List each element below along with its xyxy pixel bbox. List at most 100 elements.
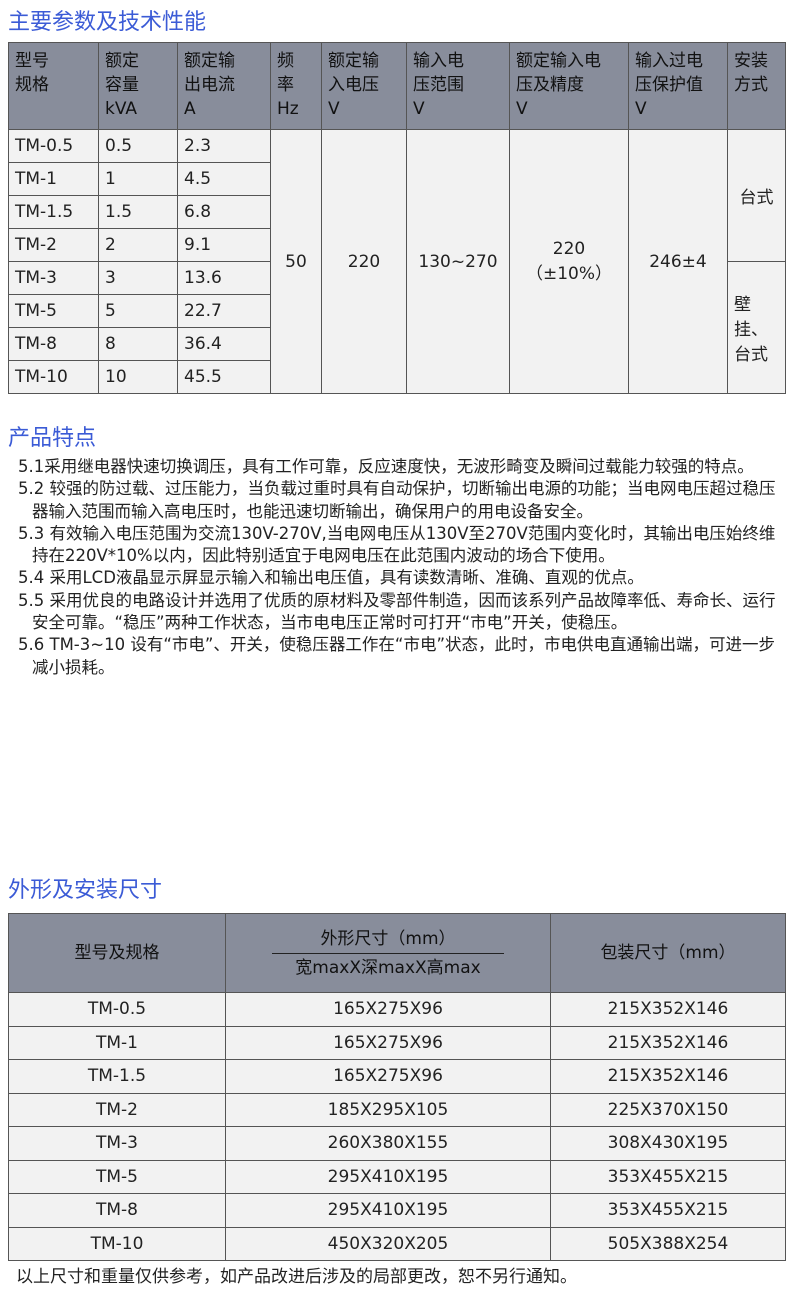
cell: TM-1: [8, 1025, 226, 1060]
cell: 260X380X155: [225, 1126, 551, 1161]
cell: TM-5: [8, 1159, 226, 1194]
table-row: TM-5 5 22.7: [8, 294, 786, 328]
table-row: TM-5 295X410X195 353X455X215: [8, 1159, 786, 1194]
table-row: TM-8 295X410X195 353X455X215: [8, 1193, 786, 1228]
dimensions-table: 型号及规格 外形尺寸（mm） 宽maxX深maxX高max 包装尺寸（mm） TM…: [8, 913, 786, 1261]
cell: TM-5: [8, 294, 99, 328]
feature-item: 5.5 采用优良的电路设计并选用了优质的原材料及零部件制造，因而该系列产品故障率…: [18, 590, 776, 633]
cell: 308X430X195: [550, 1126, 786, 1161]
cell: TM-0.5: [8, 992, 226, 1027]
cell: 215X352X146: [550, 1059, 786, 1094]
section-title-params: 主要参数及技术性能: [8, 10, 207, 35]
cell: 295X410X195: [225, 1193, 551, 1228]
cell: 185X295X105: [225, 1092, 551, 1127]
table-row: TM-0.5 0.5 2.3 50 220 130~270 220 （±10%） 246±4 台式: [8, 129, 786, 394]
section-title-features: 产品特点: [8, 426, 97, 451]
header-outline-top: 外形尺寸（mm）: [272, 927, 504, 954]
table-row: TM-1 1 4.5: [8, 162, 786, 196]
table-row: TM-3 260X380X155 308X430X195: [8, 1126, 786, 1161]
header-cell: 额定输 出电流 A: [177, 42, 271, 130]
cell: 0.5: [98, 129, 178, 163]
cell: 10: [98, 360, 178, 394]
feature-item: 5.3 有效输入电压范围为交流130V-270V,当电网电压从130V至270V…: [18, 523, 776, 566]
header-cell: 型号 规格: [8, 42, 99, 130]
cell: 45.5: [177, 360, 271, 394]
table-row: TM-3 3 13.6 壁挂、 台式: [8, 261, 786, 394]
header-cell: 安装 方式: [727, 42, 786, 130]
feature-item: 5.6 TM-3~10 设有“市电”、开关，使稳压器工作在“市电”状态，此时，市…: [18, 635, 776, 677]
cell: TM-1: [8, 162, 99, 196]
header-cell: 频 率 Hz: [270, 42, 322, 130]
table-row: TM-1.5 165X275X96 215X352X146: [8, 1059, 786, 1094]
features-list: 5.1采用继电器快速切换调压，具有工作可靠，反应速度快，无波形畸变及瞬间过载能力…: [8, 456, 778, 679]
cell: TM-3: [8, 261, 99, 295]
cell: 353X455X215: [550, 1159, 786, 1194]
feature-item: 5.2 较强的防过载、过压能力，当负载过重时具有自动保护，切断输出电源的功能；当…: [18, 479, 776, 521]
accuracy-value: 220: [552, 239, 586, 259]
frequency-cell: 50: [270, 129, 322, 394]
table-row: TM-0.5 165X275X96 215X352X146: [8, 992, 786, 1027]
table-row: TM-10 450X320X205 505X388X254: [8, 1226, 786, 1261]
table-row: TM-1.5 1.5 6.8: [8, 195, 786, 229]
header-outline: 外形尺寸（mm） 宽maxX深maxX高max: [225, 913, 551, 993]
cell: 353X455X215: [550, 1193, 786, 1228]
mount-cell-b: 壁挂、 台式: [727, 261, 786, 394]
cell: 165X275X96: [225, 992, 551, 1027]
header-cell: 输入电 压范围 V: [406, 42, 510, 130]
cell: 4.5: [177, 162, 271, 196]
cell: 22.7: [177, 294, 271, 328]
header-cell: 输入过电 压保护值 V: [628, 42, 728, 130]
cell: TM-1.5: [8, 195, 99, 229]
accuracy-tolerance: （±10%）: [525, 264, 613, 284]
cell: 1.5: [98, 195, 178, 229]
footnote: 以上尺寸和重量仅供参考，如产品改进后涉及的局部更改，恕不另行通知。: [16, 1267, 577, 1287]
cell: 2.3: [177, 129, 271, 163]
input-range-cell: 130~270: [406, 129, 510, 394]
header-cell: 额定输 入电压 V: [321, 42, 407, 130]
table-row: TM-2 185X295X105 225X370X150: [8, 1092, 786, 1127]
cell: 5: [98, 294, 178, 328]
mount-cell-a: 台式: [727, 129, 786, 262]
table-row: TM-2 2 9.1: [8, 228, 786, 262]
feature-item: 5.4 采用LCD液晶显示屏显示输入和输出电压值，具有读数清晰、准确、直观的优点…: [18, 568, 644, 588]
cell: 215X352X146: [550, 1025, 786, 1060]
cell: TM-8: [8, 327, 99, 361]
table-row: TM-10 10 45.5: [8, 360, 786, 394]
cell: 165X275X96: [225, 1059, 551, 1094]
cell: TM-0.5: [8, 129, 99, 163]
cell: 450X320X205: [225, 1226, 551, 1261]
cell: 2: [98, 228, 178, 262]
cell: TM-2: [8, 1092, 226, 1127]
header-model: 型号及规格: [8, 913, 226, 993]
cell: 165X275X96: [225, 1025, 551, 1060]
cell: TM-1.5: [8, 1059, 226, 1094]
cell: 13.6: [177, 261, 271, 295]
cell: 36.4: [177, 327, 271, 361]
cell: 9.1: [177, 228, 271, 262]
cell: 1: [98, 162, 178, 196]
cell: TM-2: [8, 228, 99, 262]
cell: TM-8: [8, 1193, 226, 1228]
cell: 295X410X195: [225, 1159, 551, 1194]
cell: 6.8: [177, 195, 271, 229]
table-row: TM-1 165X275X96 215X352X146: [8, 1025, 786, 1060]
cell: TM-10: [8, 1226, 226, 1261]
cell: TM-10: [8, 360, 99, 394]
cell: 215X352X146: [550, 992, 786, 1027]
cell: 225X370X150: [550, 1092, 786, 1127]
table-row: TM-8 8 36.4: [8, 327, 786, 361]
header-cell: 额定 容量 kVA: [98, 42, 178, 130]
cell: 8: [98, 327, 178, 361]
rated-input-cell: 220: [321, 129, 407, 394]
accuracy-cell: 220 （±10%）: [509, 129, 629, 394]
header-cell: 额定输入电 压及精度 V: [509, 42, 629, 130]
feature-item: 5.1采用继电器快速切换调压，具有工作可靠，反应速度快，无波形畸变及瞬间过载能力…: [18, 457, 754, 476]
header-package: 包装尺寸（mm）: [550, 913, 786, 993]
cell: TM-3: [8, 1126, 226, 1161]
cell: 505X388X254: [550, 1226, 786, 1261]
header-outline-bottom: 宽maxX深maxX高max: [295, 957, 481, 978]
cell: 3: [98, 261, 178, 295]
section-title-dimensions: 外形及安装尺寸: [8, 878, 163, 903]
overvoltage-cell: 246±4: [628, 129, 728, 394]
